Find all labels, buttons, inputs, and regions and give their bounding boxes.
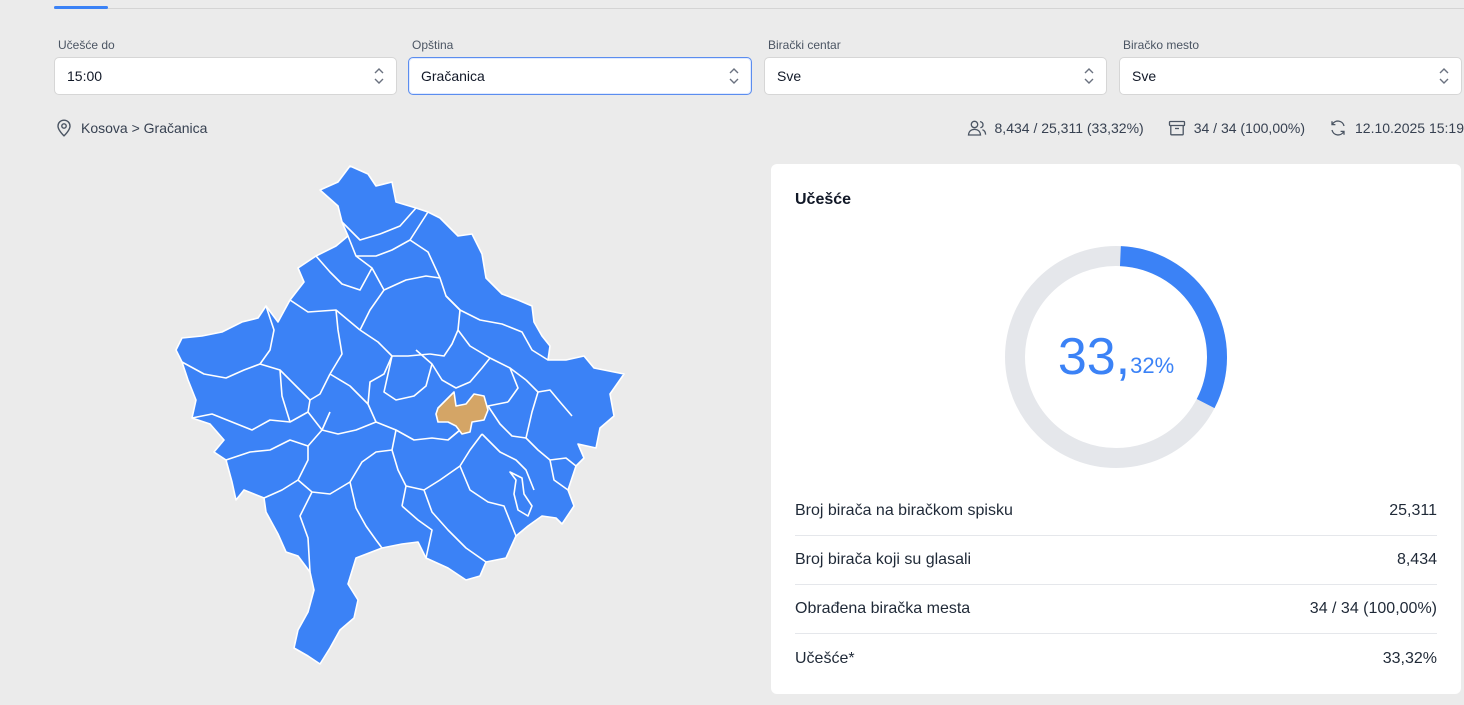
stat-stations-text: 34 / 34 (100,00%) bbox=[1193, 120, 1305, 136]
turnout-value-whole: 33, bbox=[1057, 328, 1131, 386]
detail-label: Učešće* bbox=[795, 649, 855, 667]
filter-municipality: Opština Gračanica bbox=[408, 38, 752, 95]
detail-row-registered: Broj birača na biračkom spisku 25,311 bbox=[795, 487, 1437, 536]
chevron-up-down-icon bbox=[729, 68, 739, 84]
map-borders bbox=[181, 207, 577, 573]
municipality-select-value: Gračanica bbox=[421, 68, 485, 84]
stat-stations: 34 / 34 (100,00%) bbox=[1168, 119, 1305, 137]
detail-label: Broj birača na biračkom spisku bbox=[795, 502, 1013, 519]
detail-row-stations: Obrađena biračka mesta 34 / 34 (100,00%) bbox=[795, 585, 1437, 634]
card-title: Učešće bbox=[795, 191, 852, 208]
refresh-icon bbox=[1331, 120, 1345, 136]
polling-center-select[interactable]: Sve bbox=[764, 57, 1107, 95]
map-pin-icon bbox=[57, 119, 71, 137]
polling-station-select-value: Sve bbox=[1132, 68, 1157, 84]
filter-time-label: Učešće do bbox=[58, 38, 115, 52]
turnout-details: Broj birača na biračkom spisku 25,311 Br… bbox=[795, 487, 1437, 683]
detail-label: Obrađena biračka mesta bbox=[795, 600, 971, 617]
detail-value: 33,32% bbox=[1382, 649, 1437, 667]
stat-voters-text: 8,434 / 25,311 (33,32%) bbox=[994, 120, 1144, 136]
turnout-value-fraction: 32% bbox=[1130, 353, 1175, 378]
map-region-gracanica[interactable] bbox=[435, 391, 489, 435]
chevron-up-down-icon bbox=[1084, 68, 1094, 84]
chevron-up-down-icon bbox=[374, 68, 384, 84]
municipality-select[interactable]: Gračanica bbox=[408, 57, 752, 95]
detail-row-voted: Broj birača koji su glasali 8,434 bbox=[795, 536, 1437, 585]
turnout-value: 33, 32% bbox=[1003, 244, 1229, 470]
breadcrumb: Kosova > Gračanica bbox=[56, 119, 207, 137]
map-regions bbox=[175, 165, 625, 665]
archive-box-icon bbox=[1168, 120, 1185, 136]
active-tab-indicator[interactable] bbox=[54, 6, 108, 9]
detail-value: 25,311 bbox=[1389, 502, 1437, 519]
time-select-value: 15:00 bbox=[67, 68, 103, 84]
filter-municipality-label: Opština bbox=[412, 38, 454, 52]
stat-updated: 12.10.2025 15:19 bbox=[1329, 119, 1464, 137]
tab-bar-divider bbox=[54, 8, 1464, 9]
breadcrumb-text: Kosova > Gračanica bbox=[81, 120, 208, 136]
stat-updated-text: 12.10.2025 15:19 bbox=[1355, 120, 1464, 136]
detail-value: 34 / 34 (100,00%) bbox=[1309, 600, 1437, 617]
detail-row-turnout: Učešće* 33,32% bbox=[795, 634, 1437, 683]
donut-progress-arc bbox=[1119, 246, 1227, 409]
filter-time: Učešće do 15:00 bbox=[54, 38, 397, 95]
municipality-map[interactable] bbox=[170, 160, 630, 670]
map-territory[interactable] bbox=[175, 165, 625, 665]
users-icon bbox=[967, 120, 986, 136]
polling-center-select-value: Sve bbox=[777, 68, 802, 84]
stat-voters: 8,434 / 25,311 (33,32%) bbox=[967, 119, 1144, 137]
stats-bar: 8,434 / 25,311 (33,32%) 34 / 34 (100,00%… bbox=[943, 119, 1464, 137]
turnout-card: Učešće 33, 32% Broj birača na biračkom s… bbox=[771, 164, 1461, 694]
detail-value: 8,434 bbox=[1396, 551, 1437, 568]
time-select[interactable]: 15:00 bbox=[54, 57, 397, 95]
filter-polling-center-label: Birački centar bbox=[768, 38, 841, 52]
filter-polling-station: Biračko mesto Sve bbox=[1119, 38, 1462, 95]
polling-station-select[interactable]: Sve bbox=[1119, 57, 1462, 95]
filter-polling-center: Birački centar Sve bbox=[764, 38, 1107, 95]
filter-polling-station-label: Biračko mesto bbox=[1123, 38, 1200, 52]
detail-label: Broj birača koji su glasali bbox=[795, 551, 972, 568]
turnout-donut-chart bbox=[1005, 246, 1227, 468]
chevron-up-down-icon bbox=[1439, 68, 1449, 84]
